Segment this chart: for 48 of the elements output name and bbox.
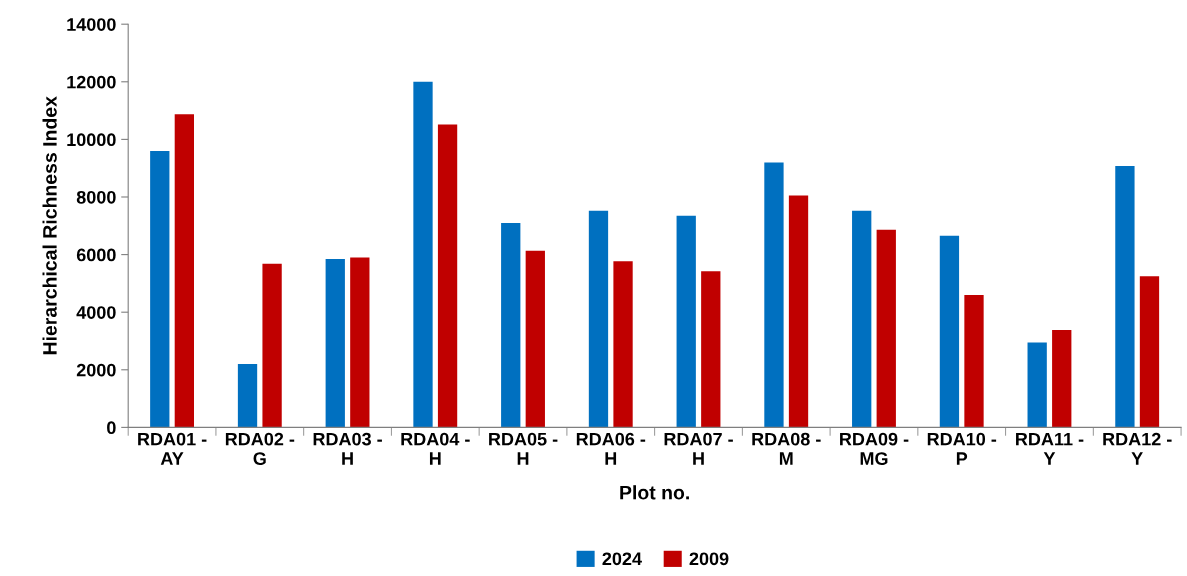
bar	[174, 114, 194, 428]
y-tick-label: 2000	[76, 363, 116, 377]
y-tick-label: 0	[107, 421, 116, 435]
x-tick-label: RDA08 - M	[752, 432, 821, 465]
bar	[588, 210, 609, 428]
bar	[1052, 330, 1072, 428]
y-tick-label: 12000	[67, 75, 116, 89]
bar	[1027, 342, 1047, 428]
y-tick-label: 4000	[76, 306, 116, 319]
bar	[1139, 276, 1160, 428]
legend-label: 2009	[689, 552, 729, 566]
x-tick-label: RDA01 - AY	[138, 432, 207, 465]
bar	[964, 294, 984, 428]
x-tick-label: RDA06 - H	[576, 432, 646, 465]
bar	[1115, 165, 1135, 428]
bar	[350, 257, 370, 428]
bar	[325, 258, 345, 428]
x-axis-title: Plot no.	[620, 485, 689, 500]
x-tick-label: RDA02 - G	[225, 432, 295, 465]
bar	[262, 263, 282, 428]
bar	[501, 222, 521, 428]
x-tick-label: RDA09 - MG	[840, 432, 909, 465]
bar	[701, 271, 721, 428]
x-tick-label: RDA04 - H	[401, 432, 470, 465]
bar	[676, 215, 696, 428]
y-tick-label: 6000	[76, 248, 116, 262]
bar	[764, 162, 784, 428]
y-tick-label: 10000	[67, 133, 116, 147]
y-axis-title: Hierarchical Richness Index	[42, 96, 57, 355]
x-tick-label: RDA12 - Y	[1103, 432, 1172, 465]
x-tick-label: RDA03 - H	[313, 432, 382, 465]
bar	[525, 250, 545, 428]
bar	[939, 235, 960, 428]
y-tick-label: 14000	[67, 18, 116, 31]
bar	[613, 261, 633, 428]
bar	[150, 150, 170, 428]
bar	[852, 210, 872, 428]
x-tick-label: RDA10 - P	[927, 432, 997, 465]
y-tick-label: 8000	[76, 190, 116, 204]
bar	[413, 81, 433, 428]
x-tick-label: RDA05 - H	[489, 432, 558, 465]
legend-label: 2024	[602, 552, 642, 566]
x-tick-label: RDA07 - H	[664, 432, 733, 465]
bar	[437, 124, 458, 428]
x-tick-label: RDA11 - Y	[1016, 432, 1084, 465]
bar	[788, 195, 809, 428]
bar	[237, 364, 258, 428]
bar	[876, 229, 896, 428]
